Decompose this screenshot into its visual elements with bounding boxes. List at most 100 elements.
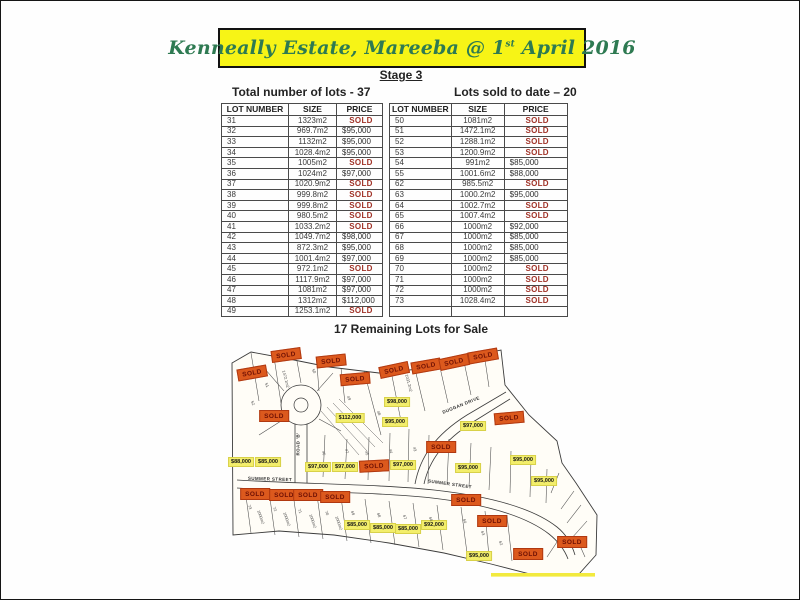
title-superscript: st — [505, 39, 515, 50]
table-row: 73 1028.4m2 SOLD — [389, 295, 568, 307]
size-cell: 1288.1m2 — [450, 136, 505, 148]
size-cell: 1200.9m2 — [450, 146, 505, 159]
price-cell: SOLD — [336, 199, 383, 212]
table-row: 44 1001.4m2 $97,000 — [221, 252, 383, 265]
price-cell: $95,000 — [336, 136, 383, 148]
lot-number-cell: 70 — [389, 263, 452, 275]
map-price-label: $88,000 — [228, 457, 254, 467]
table-row: 54 991m2 $85,000 — [389, 157, 568, 169]
size-cell: 1028.4m2 — [450, 295, 505, 307]
lot-number-cell: 45 — [221, 263, 289, 275]
lot-number-cell: 54 — [389, 157, 452, 169]
price-cell: SOLD — [503, 210, 568, 222]
price-cell: $95,000 — [503, 189, 568, 201]
size-cell: 1001.6m2 — [450, 167, 505, 180]
size-cell: 999.8m2 — [288, 199, 337, 212]
price-cell: SOLD — [336, 115, 383, 127]
column-header: PRICE — [503, 103, 568, 116]
table-row: 41 1033.2m2 SOLD — [221, 220, 383, 233]
table-header-row: LOT NUMBER SIZE PRICE — [389, 103, 568, 116]
table-row: 35 1005m2 SOLD — [221, 157, 383, 169]
price-cell: SOLD — [503, 199, 568, 212]
lot-number-cell: 71 — [389, 273, 452, 286]
table-row: 69 1000m2 $85,000 — [389, 252, 568, 265]
table-row: 32 969.7m2 $95,000 — [221, 125, 383, 138]
map-labels: SOLD SOLD SOLD SOLD SOLD SOLD SOLD SOLD SOLD SOLD… — [228, 343, 599, 583]
table-row: 55 1001.6m2 $88,000 — [389, 167, 568, 180]
table-row: 72 1000m2 SOLD — [389, 284, 568, 297]
table-row: 49 1253.1m2 SOLD — [221, 305, 383, 318]
price-cell: SOLD — [503, 125, 568, 138]
table-row: 67 1000m2 $85,000 — [389, 231, 568, 244]
column-header: SIZE — [288, 103, 337, 116]
map-price-label: $85,000 — [370, 523, 396, 533]
table-row: 36 1024m2 $97,000 — [221, 167, 383, 180]
map-lot-number: 62 — [497, 540, 505, 546]
lots-table-left: LOT NUMBER SIZE PRICE 31 1323m2 SOLD 32 969.7m… — [221, 103, 383, 318]
lots-table-right: LOT NUMBER SIZE PRICE 50 1081m2 SOLD 51 1472.1… — [389, 103, 568, 318]
size-cell: 1117.9m2 — [288, 273, 337, 286]
map-lot-number: 1472.1m2 — [281, 369, 291, 389]
size-cell: 1000.2m2 — [450, 189, 505, 201]
map-lot-number: 1000m2 — [282, 511, 292, 527]
map-sold-label: SOLD — [315, 353, 347, 369]
map-sold-label: SOLD — [410, 357, 442, 375]
lot-number-cell: 68 — [389, 242, 452, 254]
map-price-label: $95,000 — [531, 476, 557, 486]
price-cell: SOLD — [503, 284, 568, 297]
table-row: 53 1200.9m2 SOLD — [389, 146, 568, 159]
map-lot-number: 68 — [375, 512, 383, 518]
map-sold-label: SOLD — [438, 353, 470, 371]
size-cell: 1028.4m2 — [288, 146, 337, 159]
price-cell: $92,000 — [503, 220, 568, 233]
price-cell: SOLD — [503, 136, 568, 148]
size-cell: 1323m2 — [288, 115, 337, 127]
price-cell: SOLD — [336, 263, 383, 275]
map-sold-label: SOLD — [259, 410, 289, 422]
price-cell: $85,000 — [503, 242, 568, 254]
lot-number-cell: 55 — [389, 167, 452, 180]
table-row: 46 1117.9m2 $97,000 — [221, 273, 383, 286]
price-cell: $112,000 — [336, 295, 383, 307]
title-banner: Kenneally Estate, Mareeba @ 1st April 20… — [168, 28, 636, 68]
map-sold-label: SOLD — [467, 347, 499, 365]
price-cell: $85,000 — [503, 252, 568, 265]
map-price-label: $95,000 — [510, 455, 536, 465]
lot-number-cell: 44 — [221, 252, 289, 265]
map-sold-label: SOLD — [557, 536, 587, 548]
map-lot-number: 67 — [401, 514, 409, 520]
price-cell: SOLD — [336, 178, 383, 191]
map-price-label: $97,000 — [390, 460, 416, 470]
map-street-label: DUGGAN DRIVE — [441, 395, 481, 415]
size-cell: 1081m2 — [288, 284, 337, 297]
map-lot-number: 1000m2 — [308, 513, 318, 529]
lot-number-cell: 72 — [389, 284, 452, 297]
table-row: 65 1007.4m2 SOLD — [389, 210, 568, 222]
map-lot-number: 64 — [461, 518, 469, 524]
size-cell: 1049.7m2 — [288, 231, 337, 244]
price-cell: $85,000 — [503, 157, 568, 169]
price-cell — [503, 305, 568, 318]
size-cell: 1000m2 — [450, 252, 505, 265]
size-cell: 1002.7m2 — [450, 199, 505, 212]
column-header: LOT NUMBER — [221, 103, 289, 116]
size-cell — [450, 305, 505, 318]
map-lot-number: 71 — [296, 508, 304, 514]
size-cell: 1020.9m2 — [288, 178, 337, 191]
map-lot-number: 52 — [249, 399, 257, 407]
lot-number-cell: 33 — [221, 136, 289, 148]
map-lot-number: 72 — [271, 506, 279, 512]
table-row: 33 1132m2 $95,000 — [221, 136, 383, 148]
table-row: 70 1000m2 SOLD — [389, 263, 568, 275]
price-cell: SOLD — [503, 273, 568, 286]
map-sold-label: SOLD — [320, 491, 350, 503]
map-lot-number: 45 — [364, 450, 370, 456]
table-header-row: LOT NUMBER SIZE PRICE — [221, 103, 383, 116]
price-cell: SOLD — [503, 295, 568, 307]
size-cell: 1000m2 — [450, 273, 505, 286]
lot-number-cell: 34 — [221, 146, 289, 159]
map-sold-label: SOLD — [477, 515, 507, 527]
lot-number-cell: 73 — [389, 295, 452, 307]
table-row: 47 1081m2 $97,000 — [221, 284, 383, 297]
price-cell: $97,000 — [336, 273, 383, 286]
